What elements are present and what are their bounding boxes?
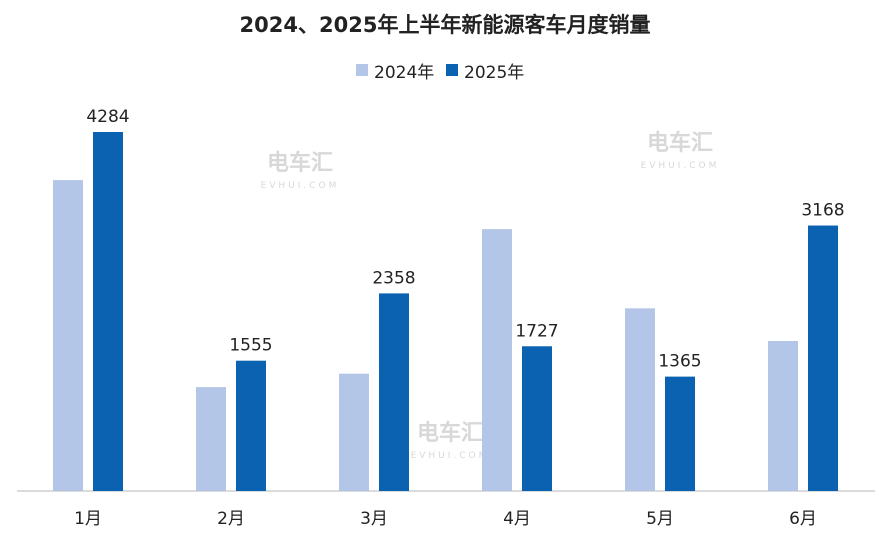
x-tick-label: 5月	[646, 509, 674, 529]
data-label: 1555	[229, 336, 272, 356]
bar-2025年-6月	[808, 225, 838, 492]
x-tick-label: 4月	[503, 509, 531, 529]
data-label: 3168	[801, 201, 844, 221]
x-tick-label: 3月	[360, 509, 388, 529]
x-tick-label: 2月	[217, 509, 245, 529]
legend-swatch-0	[356, 64, 368, 76]
data-label: 4284	[86, 107, 129, 127]
bar-2024年-6月	[768, 340, 798, 491]
watermark-brand: 电车汇	[267, 150, 333, 176]
legend-label-0: 2024年	[374, 63, 434, 83]
bar-2025年-4月	[522, 346, 552, 491]
watermark-site: EVHUI.COM	[641, 161, 720, 171]
bar-2024年-1月	[53, 180, 83, 491]
bars: 4284 1555 2358 1727 1365 3168	[53, 107, 845, 492]
legend-label-1: 2025年	[464, 63, 524, 83]
legend: 2024年 2025年	[356, 63, 524, 83]
data-label: 2358	[372, 268, 415, 288]
bar-2025年-3月	[379, 293, 409, 491]
bar-2025年-5月	[665, 376, 695, 491]
bar-2024年-4月	[482, 229, 512, 491]
watermark-brand: 电车汇	[417, 420, 483, 446]
x-tick-label: 6月	[789, 509, 817, 529]
bar-2025年-1月	[93, 132, 123, 491]
x-tick-label: 1月	[74, 509, 102, 529]
bar-2024年-3月	[339, 373, 369, 491]
bar-2024年-2月	[196, 387, 226, 491]
watermark-brand: 电车汇	[647, 130, 713, 156]
data-label: 1727	[515, 321, 558, 341]
watermark-site: EVHUI.COM	[261, 181, 340, 191]
chart-title: 2024、2025年上半年新能源客车月度销量	[240, 13, 651, 37]
legend-swatch-1	[446, 64, 458, 76]
bar-2024年-5月	[625, 308, 655, 491]
data-label: 1365	[658, 352, 701, 372]
x-tick-labels: 1月 2月 3月 4月 5月 6月	[74, 509, 817, 529]
watermark-site: EVHUI.COM	[411, 451, 490, 461]
watermark-layer: 电车汇 EVHUI.COM 电车汇 EVHUI.COM 电车汇 EVHUI.COM	[261, 130, 720, 461]
bar-2025年-2月	[236, 360, 266, 491]
